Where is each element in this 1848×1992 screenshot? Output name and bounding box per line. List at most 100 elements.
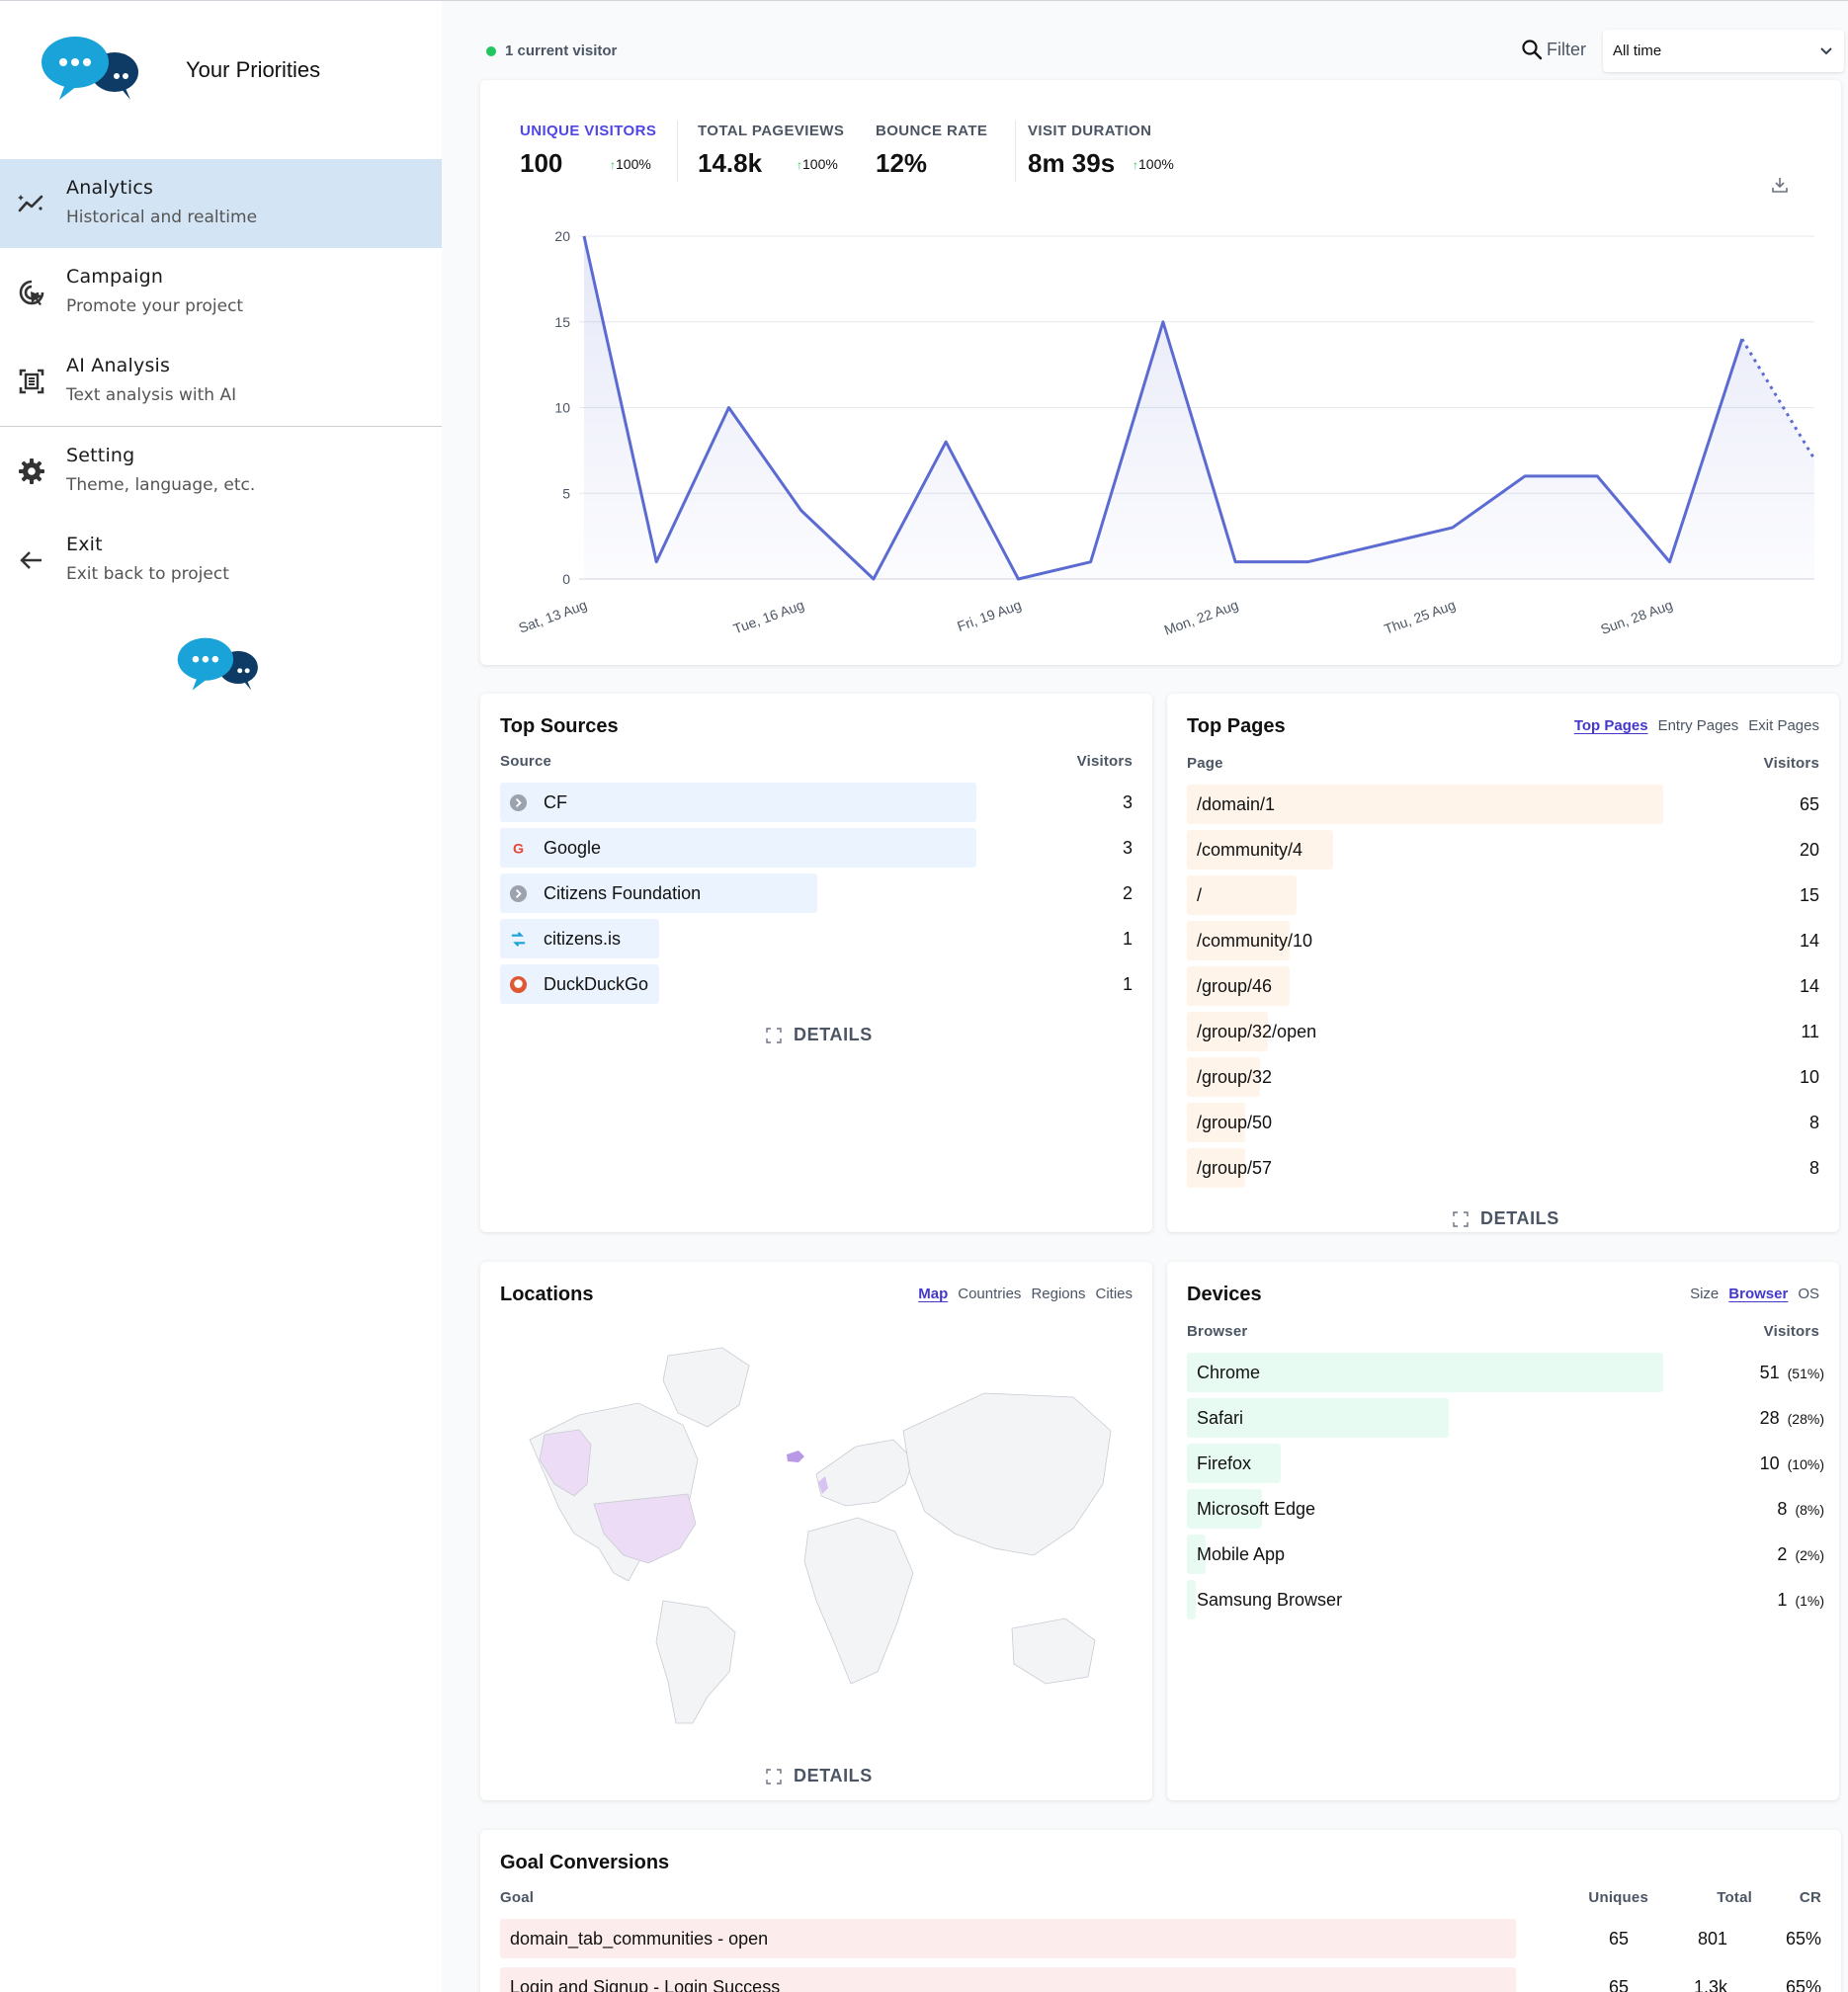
stat-label: BOUNCE RATE [876, 123, 988, 139]
x-tick-label: Fri, 19 Aug [955, 597, 1023, 634]
download-icon[interactable] [1770, 175, 1790, 195]
page-row[interactable]: /group/32 10 [1187, 1057, 1819, 1097]
row-percentage: (8%) [1795, 1502, 1824, 1518]
goal-bar [500, 1967, 1516, 1992]
page-bar [1187, 785, 1663, 824]
stat-unique-visitors[interactable]: UNIQUE VISITORS 100 ↑100% [480, 80, 668, 199]
stat-change-value: 100% [802, 156, 838, 172]
top-pages-details-button[interactable]: DETAILS [1453, 1208, 1559, 1229]
nav-item-exit[interactable]: Exit Exit back to project [0, 516, 442, 605]
referrer-default-icon [509, 793, 528, 812]
app-title: Your Priorities [186, 57, 321, 82]
row-value: 65 [1800, 794, 1819, 815]
stat-label: TOTAL PAGEVIEWS [698, 123, 845, 139]
tab-os[interactable]: OS [1798, 1286, 1819, 1302]
source-row[interactable]: G Google 3 [500, 828, 1133, 868]
page-row[interactable]: /community/4 20 [1187, 830, 1819, 870]
tab-countries[interactable]: Countries [958, 1286, 1022, 1302]
goal-total: 1.3k [1693, 1977, 1727, 1992]
goal-cr: 65% [1785, 1977, 1821, 1992]
map-australia [1011, 1618, 1096, 1685]
tab-entry-pages[interactable]: Entry Pages [1657, 717, 1739, 734]
map-iceland [787, 1451, 804, 1462]
brand[interactable]: Your Priorities [40, 35, 445, 104]
stat-bounce-rate[interactable]: BOUNCE RATE 12% [856, 80, 994, 199]
page-row[interactable]: /group/57 8 [1187, 1148, 1819, 1188]
page-bar [1187, 1103, 1246, 1142]
browser-row[interactable]: Samsung Browser 1 (1%) [1187, 1580, 1824, 1619]
row-value: 8 [1809, 1158, 1819, 1179]
stat-visit-duration[interactable]: VISIT DURATION 8m 39s ↑100% [1016, 80, 1214, 199]
nav-item-analytics[interactable]: Analytics Historical and realtime [0, 159, 442, 248]
page-row[interactable]: / 15 [1187, 875, 1819, 915]
x-tick-label: Sun, 28 Aug [1598, 597, 1674, 637]
row-percentage: (1%) [1795, 1593, 1824, 1609]
page-bar [1187, 1012, 1268, 1051]
goal-label: Login and Signup - Login Success [510, 1977, 781, 1992]
details-label: DETAILS [794, 1025, 873, 1044]
page-bar [1187, 830, 1334, 870]
page-row[interactable]: /community/10 14 [1187, 921, 1819, 960]
browser-row[interactable]: Safari 28 (28%) [1187, 1398, 1824, 1438]
browser-bar [1187, 1580, 1197, 1619]
chat-bubbles-logo [42, 37, 138, 100]
browser-row[interactable]: Chrome 51 (51%) [1187, 1353, 1824, 1392]
browser-row[interactable]: Firefox 10 (10%) [1187, 1444, 1824, 1483]
tab-top-pages[interactable]: Top Pages [1573, 717, 1648, 734]
goal-label: domain_tab_communities - open [510, 1929, 769, 1949]
row-value: 3 [1123, 792, 1133, 813]
period-select[interactable]: All time [1603, 30, 1844, 72]
row-label: Safari [1197, 1408, 1244, 1428]
row-value-number: 51 [1759, 1363, 1780, 1382]
source-row[interactable]: CF 3 [500, 783, 1133, 822]
row-label: DuckDuckGo [544, 974, 649, 994]
page-row[interactable]: /domain/1 65 [1187, 785, 1819, 824]
goal-row[interactable]: domain_tab_communities - open 65 801 65% [500, 1919, 1821, 1958]
filter-button[interactable]: Filter [1521, 39, 1586, 60]
world-map[interactable] [520, 1336, 1113, 1731]
row-value: 14 [1800, 931, 1819, 952]
x-tick-label: Sat, 13 Aug [517, 597, 590, 636]
nav-item-setting[interactable]: Setting Theme, language, etc. [0, 427, 442, 516]
tab-browser[interactable]: Browser [1728, 1286, 1789, 1302]
nav-sublabel: Historical and realtime [66, 208, 258, 227]
page-row[interactable]: /group/32/open 11 [1187, 1012, 1819, 1051]
browser-row[interactable]: Microsoft Edge 8 (8%) [1187, 1489, 1824, 1529]
row-label: /group/57 [1197, 1158, 1273, 1178]
nav-item-ai-analysis[interactable]: AI Analysis Text analysis with AI [0, 337, 442, 426]
col-page: Page [1187, 755, 1223, 772]
source-row[interactable]: Citizens Foundation 2 [500, 873, 1133, 913]
x-tick-label: Thu, 25 Aug [1382, 597, 1457, 637]
current-visitors-label: 1 current visitor [505, 42, 618, 59]
stat-change-value: 100% [1138, 156, 1174, 172]
source-row[interactable]: DuckDuckGo 1 [500, 964, 1133, 1004]
tab-size[interactable]: Size [1690, 1286, 1720, 1302]
locations-details-button[interactable]: DETAILS [766, 1766, 873, 1786]
tab-cities[interactable]: Cities [1095, 1286, 1133, 1302]
row-value-number: 3 [1122, 838, 1133, 858]
page-bar [1187, 1148, 1246, 1188]
tab-regions[interactable]: Regions [1031, 1286, 1086, 1302]
top-pages-tabs: Top Pages Entry Pages Exit Pages [1574, 717, 1819, 734]
page-bar [1187, 921, 1290, 960]
stat-total-pageviews[interactable]: TOTAL PAGEVIEWS 14.8k ↑100% [678, 80, 846, 199]
tab-map[interactable]: Map [918, 1286, 949, 1302]
series-line [582, 235, 1744, 581]
y-tick-label: 20 [554, 228, 570, 244]
nav-item-campaign[interactable]: Campaign Promote your project [0, 248, 442, 337]
page-row[interactable]: /group/50 8 [1187, 1103, 1819, 1142]
tab-exit-pages[interactable]: Exit Pages [1748, 717, 1819, 734]
goal-row[interactable]: Login and Signup - Login Success 65 1.3k 65… [500, 1967, 1821, 1992]
page-row[interactable]: /group/46 14 [1187, 966, 1819, 1006]
current-visitors[interactable]: 1 current visitor [486, 42, 617, 59]
top-border [0, 0, 1848, 1]
row-label: CF [544, 792, 567, 812]
browser-row[interactable]: Mobile App 2 (2%) [1187, 1535, 1824, 1574]
top-sources-details-button[interactable]: DETAILS [766, 1025, 873, 1045]
row-label: / [1197, 885, 1203, 905]
stat-label: UNIQUE VISITORS [520, 123, 657, 139]
source-row[interactable]: citizens.is 1 [500, 919, 1133, 958]
source-bar [500, 873, 818, 913]
nav-sublabel: Promote your project [66, 296, 244, 316]
nav-label: AI Analysis [66, 355, 171, 376]
